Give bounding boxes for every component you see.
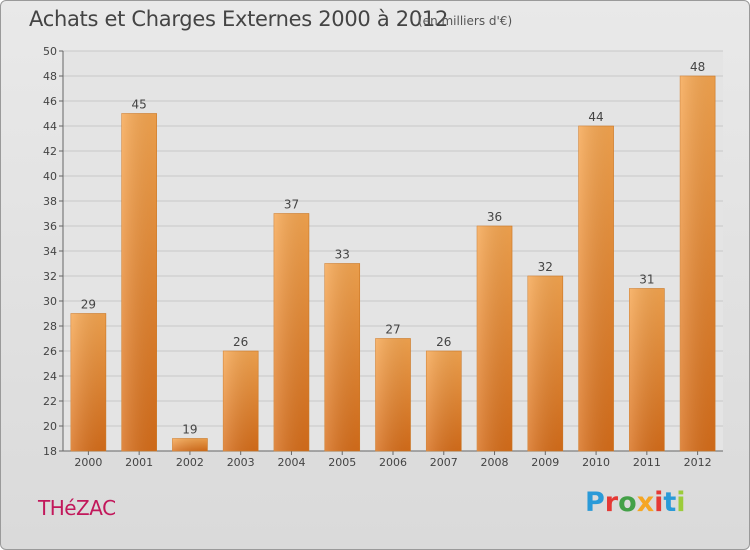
bar-shade [70,313,106,451]
x-tick-label: 2010 [582,456,610,469]
x-tick-label: 2011 [633,456,661,469]
bar-shade [629,288,665,451]
x-tick-label: 2009 [531,456,559,469]
bar-value-label: 31 [639,273,654,287]
chart-title: Achats et Charges Externes 2000 à 2012 [29,7,449,31]
y-tick-label: 46 [43,95,57,108]
x-tick-label: 2005 [328,456,356,469]
x-tick-label: 2004 [277,456,305,469]
y-tick-label: 28 [43,320,57,333]
x-tick-label: 2001 [125,456,153,469]
y-tick-label: 50 [43,45,57,58]
y-tick-label: 24 [43,370,57,383]
bar-shade [172,438,208,451]
bar-shade [527,276,563,451]
x-tick-label: 2012 [684,456,712,469]
bar-value-label: 33 [335,248,350,262]
y-tick-label: 18 [43,445,57,458]
logo-letter: o [618,487,637,518]
logo-letter: i [676,487,686,518]
commune-name: THéZAC [38,496,116,520]
bar-value-label: 19 [182,423,197,437]
bar-shade [680,76,716,451]
y-tick-label: 32 [43,270,57,283]
x-tick-label: 2002 [176,456,204,469]
bar-chart: 18 20 22 24 26 28 30 32 34 36 38 40 42 44 46 48 50 29 2000… [43,45,723,469]
bar-value-label: 45 [132,98,147,112]
x-tick-label: 2008 [481,456,509,469]
unit-note: (en milliers d'€) [418,14,513,28]
bar-value-label: 36 [487,210,502,224]
x-tick-label: 2007 [430,456,458,469]
bar-shade [477,226,513,451]
bar-value-label: 44 [588,110,603,124]
y-tick-label: 34 [43,245,57,258]
bar-shade [426,351,462,451]
bar-shade [223,351,259,451]
bar-value-label: 27 [385,323,400,337]
logo-letter: i [654,487,664,518]
bar-value-label: 29 [81,298,96,312]
y-tick-label: 20 [43,420,57,433]
y-tick-label: 38 [43,195,57,208]
bar-shade [273,213,309,451]
bar-shade [324,263,360,451]
logo-letter: x [636,487,655,518]
y-tick-label: 30 [43,295,57,308]
x-tick-label: 2000 [74,456,102,469]
proxiti-logo: Proxiti [585,487,686,518]
y-tick-label: 26 [43,345,57,358]
y-tick-label: 40 [43,170,57,183]
y-tick-label: 48 [43,70,57,83]
logo-letter: P [585,487,605,518]
bar-value-label: 37 [284,198,299,212]
y-tick-label: 22 [43,395,57,408]
bar-value-label: 32 [538,260,553,274]
logo-letter: r [604,487,619,518]
x-tick-label: 2003 [227,456,255,469]
bar-shade [121,113,157,451]
bar-value-label: 26 [233,335,248,349]
logo-letter: t [663,487,677,518]
y-tick-label: 42 [43,145,57,158]
y-tick-label: 36 [43,220,57,233]
bar-value-label: 26 [436,335,451,349]
x-tick-label: 2006 [379,456,407,469]
y-tick-label: 44 [43,120,57,133]
bar-shade [578,126,614,451]
bar-shade [375,338,411,451]
bar-value-label: 48 [690,60,705,74]
